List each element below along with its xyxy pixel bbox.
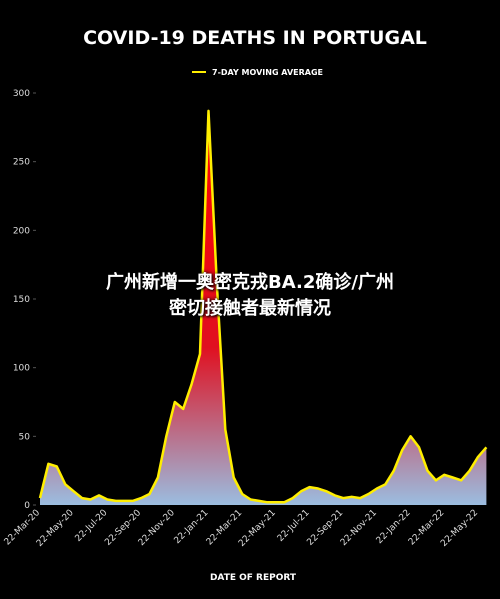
y-tick-label: 100 <box>13 364 30 374</box>
overlay-line: 密切接触者最新情况 <box>169 298 331 319</box>
legend-label: 7-DAY MOVING AVERAGE <box>212 68 323 77</box>
overlay-line: 广州新增一奥密克戎BA.2确诊/广州 <box>106 272 394 293</box>
x-tick-label: 22-Jul-21 <box>276 508 312 544</box>
y-tick-label: 200 <box>13 226 30 236</box>
x-tick-label: 22-May-20 <box>35 508 76 549</box>
x-tick-label: 22-Nov-21 <box>339 508 379 548</box>
y-tick-label: 0 <box>24 501 30 511</box>
y-tick-label: 250 <box>13 158 30 168</box>
x-axis-label: DATE OF REPORT <box>210 573 297 583</box>
line <box>38 109 488 504</box>
y-tick-label: 50 <box>19 432 31 442</box>
overlay-text: 广州新增一奥密克戎BA.2确诊/广州 密切接触者最新情况 <box>0 270 500 322</box>
y-tick-label: 150 <box>13 295 30 305</box>
chart-title: COVID-19 DEATHS IN PORTUGAL <box>83 27 427 49</box>
y-tick-label: 300 <box>13 89 30 99</box>
x-tick-label: 22-Nov-20 <box>137 508 177 548</box>
